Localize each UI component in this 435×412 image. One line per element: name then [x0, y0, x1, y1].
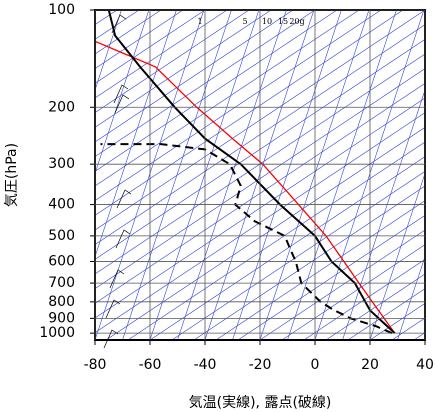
mixing-ratio-label: 1 — [197, 17, 202, 26]
wind-barb — [103, 329, 119, 349]
background-lines — [95, 10, 425, 340]
profile-line — [107, 10, 396, 334]
adiabat-line — [127, 141, 425, 340]
wind-barb — [113, 84, 129, 104]
adiabat-line — [95, 10, 382, 202]
y-tick-label: 200 — [48, 99, 75, 115]
adiabat-line — [95, 10, 206, 84]
adiabat-line — [325, 273, 425, 340]
isotherm-line — [204, 10, 315, 340]
adiabat-line — [193, 185, 425, 340]
profile-line — [100, 143, 393, 335]
adiabat-line — [95, 53, 425, 275]
wind-barb — [115, 229, 131, 249]
adiabat-line — [105, 126, 425, 340]
isotherm-line — [177, 10, 287, 340]
x-tick-label: 0 — [311, 357, 320, 373]
adiabat-line — [95, 82, 425, 304]
x-tick-label: -80 — [84, 357, 107, 373]
isotherm-line — [259, 10, 370, 340]
x-tick-label: 40 — [416, 357, 434, 373]
y-tick-label: 1000 — [39, 325, 75, 341]
adiabat-line — [95, 68, 425, 290]
adiabat-line — [95, 10, 425, 231]
adiabat-line — [95, 112, 425, 334]
wind-barb — [116, 189, 132, 209]
isotherm-line — [397, 255, 425, 340]
profiles — [95, 10, 396, 335]
adiabat-line — [95, 10, 228, 99]
adiabat-line — [95, 10, 360, 187]
adiabat-line — [171, 170, 425, 340]
adiabat-line — [95, 38, 425, 260]
adiabat-line — [95, 10, 272, 128]
y-tick-label: 100 — [48, 2, 75, 18]
isotherm-line — [95, 10, 122, 91]
wind-barb — [114, 94, 130, 114]
isotherm-line — [122, 10, 232, 340]
isotherm-line — [149, 10, 260, 340]
mixing-ratio-label: 15 — [278, 17, 288, 26]
x-tick-label: -40 — [194, 357, 217, 373]
x-tick-label: -20 — [249, 357, 272, 373]
x-axis-title: 気温(実線), 露点(破線) — [189, 395, 332, 411]
y-tick-label: 800 — [48, 294, 75, 310]
isotherm-line — [95, 10, 150, 175]
mixing-ratio-label: 10 — [262, 17, 272, 26]
y-tick-label: 500 — [48, 228, 75, 244]
isotherm-line — [314, 10, 425, 340]
adiabat-line — [95, 10, 250, 114]
isotherm-line — [95, 10, 205, 340]
profile-line — [95, 40, 396, 334]
wind-barb — [105, 299, 121, 319]
adiabat-line — [303, 258, 425, 340]
y-axis-title: 気圧(hPa) — [4, 143, 20, 207]
adiabat-line — [95, 97, 425, 319]
y-tick-label: 400 — [48, 197, 75, 213]
isotherm-line — [424, 339, 425, 340]
mixing-ratio-label: 5 — [242, 17, 247, 26]
adiabat-line — [95, 24, 425, 246]
adiabat-line — [95, 10, 316, 158]
adiabat-line — [215, 200, 425, 340]
adiabat-line — [281, 244, 425, 340]
isotherm-line — [232, 10, 342, 340]
adiabat-line — [95, 10, 294, 143]
adiabat-line — [259, 229, 425, 340]
wind-barb — [111, 14, 127, 34]
y-tick-label: 700 — [48, 275, 75, 291]
wind-barb — [109, 269, 125, 289]
y-tick-label: 900 — [48, 310, 75, 326]
y-tick-label: 600 — [48, 253, 75, 269]
adiabat-line — [95, 10, 338, 172]
adiabat-line — [347, 288, 425, 340]
isotherm-line — [95, 10, 177, 258]
adiabat-line — [95, 10, 404, 216]
y-tick-label: 300 — [48, 156, 75, 172]
x-tick-label: 20 — [361, 357, 379, 373]
x-tick-label: -60 — [139, 357, 162, 373]
adiabat-line — [237, 214, 425, 340]
mixing-ratio-label: 20g — [289, 17, 304, 26]
isotherm-line — [287, 10, 397, 340]
adiabat-line — [149, 156, 425, 340]
adiabat-line — [391, 317, 425, 340]
adiabat-line — [95, 10, 184, 70]
